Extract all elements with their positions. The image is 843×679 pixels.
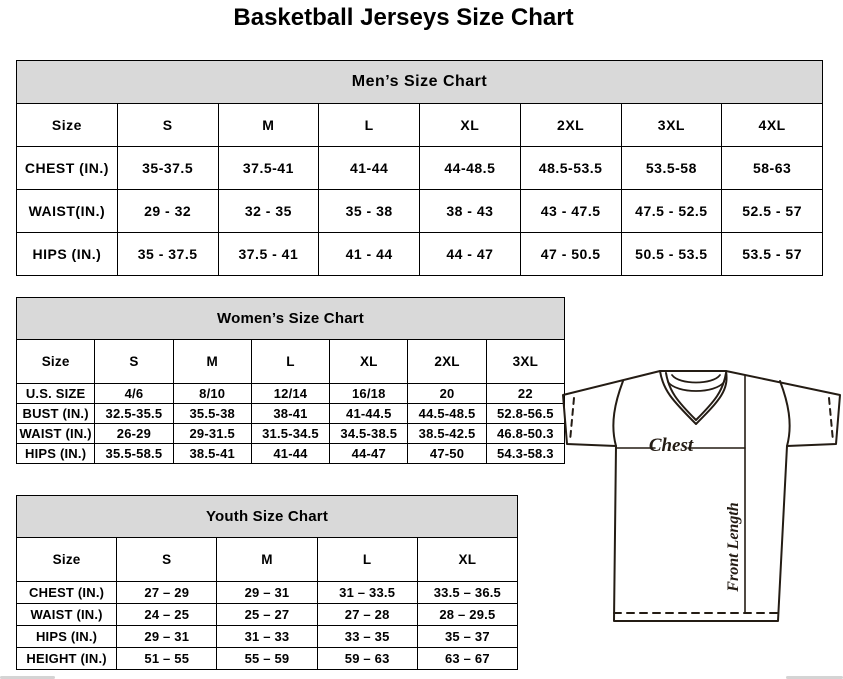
svg-text:Front Length: Front Length [725, 502, 742, 592]
svg-text:Chest: Chest [649, 435, 694, 456]
